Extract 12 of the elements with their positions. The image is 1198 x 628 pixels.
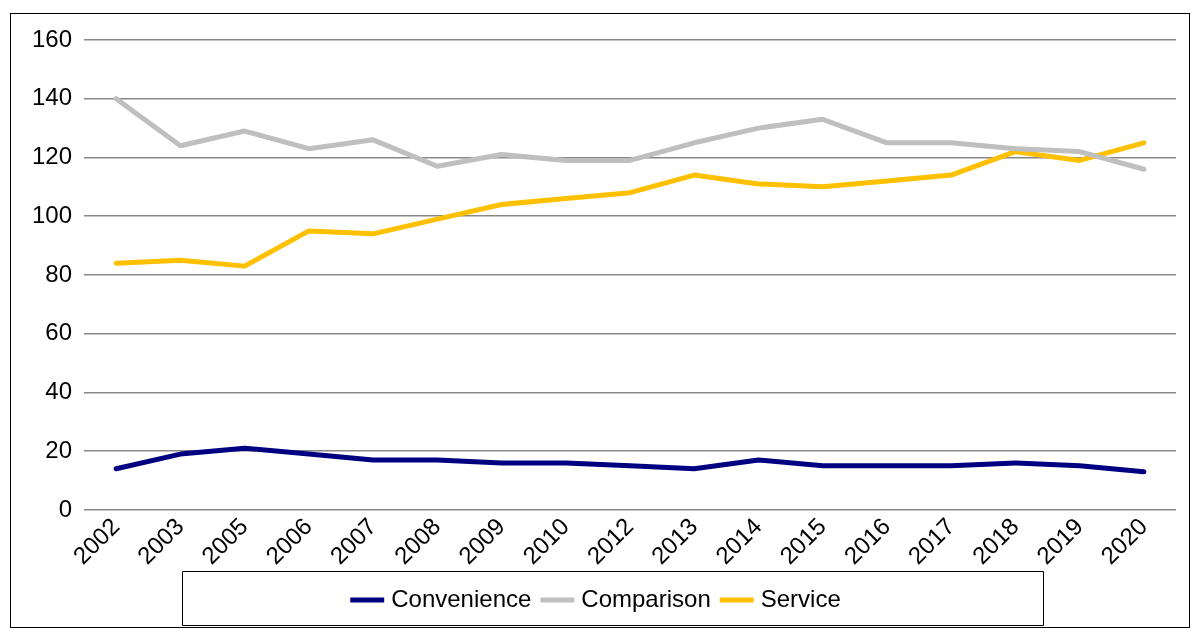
legend-label: Comparison — [581, 584, 711, 612]
y-tick-label: 80 — [45, 259, 73, 287]
y-tick-label: 20 — [45, 435, 73, 463]
legend-label: Convenience — [391, 584, 532, 612]
y-tick-label: 160 — [32, 24, 73, 52]
y-tick-label: 40 — [45, 377, 73, 405]
y-tick-label: 0 — [58, 494, 73, 522]
y-tick-label: 140 — [32, 83, 73, 111]
legend-label: Service — [760, 584, 841, 612]
y-tick-label: 120 — [32, 142, 73, 170]
y-tick-label: 100 — [32, 200, 73, 228]
y-tick-label: 60 — [45, 318, 73, 346]
